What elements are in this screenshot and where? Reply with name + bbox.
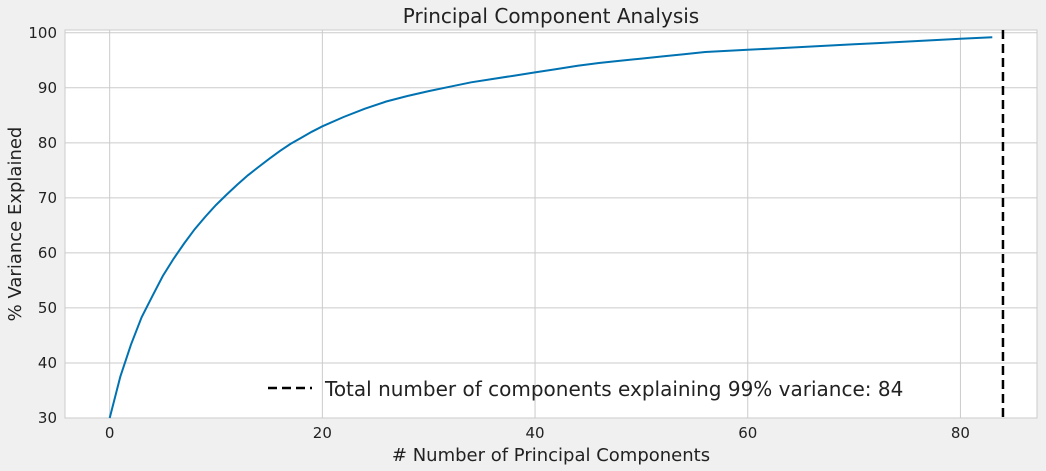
legend: Total number of components explaining 99… — [268, 377, 903, 401]
x-axis-label: # Number of Principal Components — [392, 445, 710, 466]
y-tick-label: 90 — [38, 79, 57, 97]
legend-label: Total number of components explaining 99… — [324, 377, 903, 401]
series-line-cumulative-variance — [108, 36, 993, 419]
grid — [65, 30, 1037, 419]
x-tick-label: 60 — [738, 424, 757, 442]
y-tick-label: 40 — [38, 354, 57, 372]
plot-area — [64, 29, 1038, 419]
y-axis-label: % Variance Explained — [5, 127, 26, 322]
x-tick-label: 20 — [313, 424, 332, 442]
chart-title: Principal Component Analysis — [403, 4, 699, 28]
x-tick-label: 40 — [526, 424, 545, 442]
y-tick-label: 50 — [38, 299, 57, 317]
x-tick-label: 80 — [951, 424, 970, 442]
y-tick-label: 100 — [28, 24, 57, 42]
y-tick-label: 70 — [38, 189, 57, 207]
tick-labels: 0 20 40 60 80 30 40 50 60 70 80 90 100 — [28, 24, 970, 442]
x-tick-label: 0 — [105, 424, 115, 442]
y-tick-label: 60 — [38, 244, 57, 262]
y-tick-label: 30 — [38, 409, 57, 427]
y-tick-label: 80 — [38, 134, 57, 152]
